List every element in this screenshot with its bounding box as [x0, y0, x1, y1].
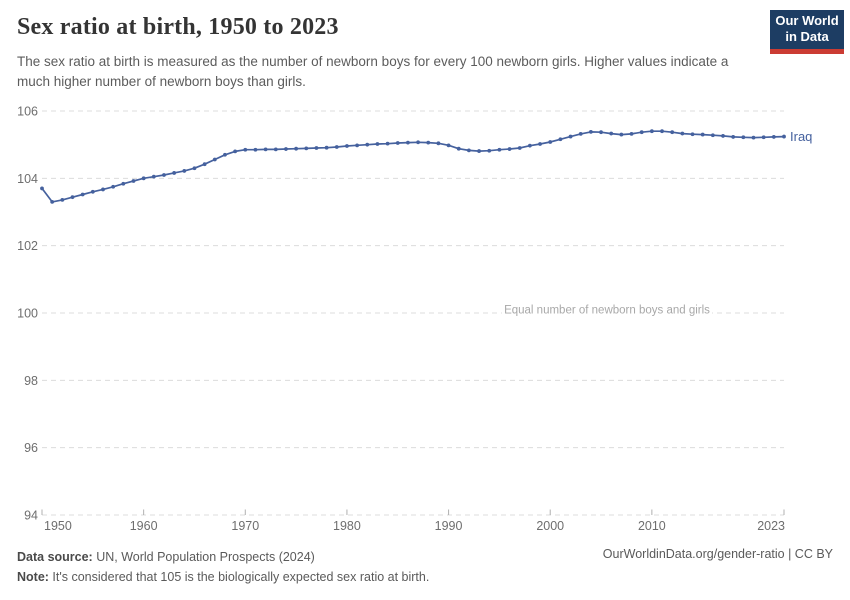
- x-axis-label: 2010: [638, 519, 666, 533]
- chart-footer: Data source: UN, World Population Prospe…: [17, 547, 429, 587]
- chart-title: Sex ratio at birth, 1950 to 2023: [17, 14, 339, 40]
- y-axis-label: 106: [17, 105, 38, 119]
- owid-logo[interactable]: Our World in Data: [770, 10, 844, 54]
- x-axis-label: 1960: [130, 519, 158, 533]
- y-axis-label: 98: [24, 374, 38, 388]
- y-axis-label: 94: [24, 509, 38, 523]
- equality-annotation: Equal number of newborn boys and girls: [504, 305, 710, 317]
- gridlines: 94 96 98 100 102 104 106: [17, 105, 784, 523]
- footer-note-label: Note:: [17, 570, 49, 584]
- annotation-mask: [502, 303, 712, 317]
- x-axis: 1950 1960 1970 1980 1990 2000 2010 2023: [41, 509, 785, 533]
- x-axis-label: 1950: [44, 519, 72, 533]
- y-axis-label: 100: [17, 307, 38, 321]
- owid-logo-line2: in Data: [785, 29, 829, 44]
- footer-datasource-text: UN, World Population Prospects (2024): [92, 550, 315, 564]
- x-axis-label: 2000: [536, 519, 564, 533]
- footer-link[interactable]: OurWorldinData.org/gender-ratio | CC BY: [602, 547, 833, 561]
- series-line-iraq[interactable]: [41, 130, 785, 203]
- owid-logo-line1: Our World: [775, 13, 839, 28]
- y-axis-label: 104: [17, 172, 38, 186]
- owid-logo-red-bar: [770, 49, 844, 54]
- series-label-iraq[interactable]: Iraq: [790, 129, 812, 144]
- y-axis-label: 96: [24, 441, 38, 455]
- footer-datasource: Data source: UN, World Population Prospe…: [17, 547, 429, 567]
- footer-note: Note: It's considered that 105 is the bi…: [17, 567, 429, 587]
- x-axis-label: 2023: [757, 519, 785, 533]
- chart-subtitle: The sex ratio at birth is measured as th…: [17, 54, 729, 89]
- footer-datasource-label: Data source:: [17, 550, 93, 564]
- footer-note-text: It's considered that 105 is the biologic…: [48, 570, 430, 584]
- y-axis-label: 102: [17, 239, 38, 253]
- series-points-iraq[interactable]: [40, 129, 786, 204]
- x-axis-label: 1980: [333, 519, 361, 533]
- x-axis-label: 1970: [231, 519, 259, 533]
- x-axis-label: 1990: [435, 519, 463, 533]
- owid-logo-text: Our World in Data: [770, 10, 844, 49]
